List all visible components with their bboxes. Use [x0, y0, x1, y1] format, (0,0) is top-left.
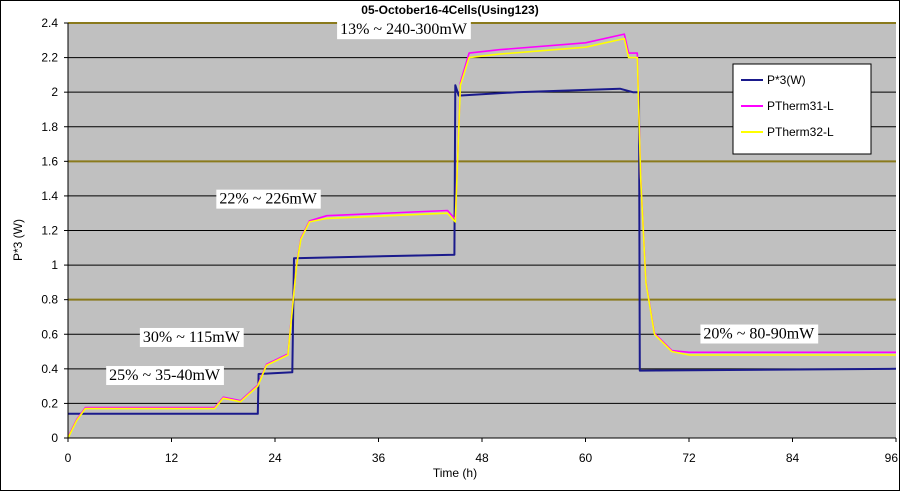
y-tick-label: 1 [51, 258, 58, 272]
tick-labels: 0 0.2 0.4 0.6 0.8 1 1.2 1.4 1.6 1.8 2 2.2 2.4 0 12 24 36… [41, 16, 898, 465]
x-tick-label: 36 [372, 451, 386, 465]
y-tick-label: 0.6 [41, 327, 58, 341]
x-tick-label: 12 [165, 451, 179, 465]
y-tick-label: 1.8 [41, 120, 58, 134]
series-line-3 [67, 37, 896, 439]
annotation-box [106, 366, 224, 386]
y-tick-label: 1.6 [41, 154, 58, 168]
annotation-text: 20% ~ 80-90mW [703, 326, 815, 343]
y-tick-label: 1.2 [41, 224, 58, 238]
y-tick-label: 2.4 [41, 16, 58, 30]
annotation-box [139, 327, 244, 347]
annotation-box [216, 189, 321, 209]
x-tick-label: 0 [65, 451, 72, 465]
annotation: 13% ~ 240-300mW [337, 20, 471, 40]
annotation-text: 25% ~ 35-40mW [109, 367, 221, 384]
y-axis-label: P*3 (W) [11, 219, 25, 261]
x-tick-label: 24 [268, 451, 282, 465]
annotation-text: 30% ~ 115mW [143, 329, 241, 346]
annotation-box [700, 324, 819, 344]
annotation: 22% ~ 226mW [216, 189, 321, 209]
x-tick-label: 60 [579, 451, 593, 465]
legend-label: PTherm32-L [767, 125, 834, 139]
x-tick-label: 48 [475, 451, 489, 465]
x-tick-label: 72 [682, 451, 696, 465]
legend-label: P*3(W) [767, 73, 806, 87]
y-tick-label: 2 [51, 85, 58, 99]
annotation-text: 22% ~ 226mW [219, 191, 317, 208]
series-group [67, 33, 897, 439]
x-tick-label: 84 [786, 451, 800, 465]
annotation-box [337, 20, 471, 40]
x-axis-label: Time (h) [433, 466, 477, 480]
y-tick-label: 0.8 [41, 293, 58, 307]
y-tick-label: 1.4 [41, 189, 58, 203]
chart-title: 05-October16-4Cells(Using123) [361, 3, 539, 17]
annotation-text: 13% ~ 240-300mW [340, 21, 468, 38]
y-tick-label: 0.4 [41, 362, 58, 376]
annotations: 13% ~ 240-300mW 22% ~ 226mW 30% ~ 115mW 25%… [106, 20, 819, 386]
annotation: 25% ~ 35-40mW [106, 366, 224, 386]
y-tick-label: 0.2 [41, 396, 58, 410]
annotation: 20% ~ 80-90mW [700, 324, 819, 344]
y-tick-label: 0 [51, 431, 58, 445]
y-tick-label: 2.2 [41, 51, 58, 65]
legend: P*3(W) PTherm31-L PTherm32-L [732, 63, 872, 155]
x-tick-label: 96 [885, 451, 899, 465]
annotation: 30% ~ 115mW [139, 327, 244, 347]
legend-label: PTherm31-L [767, 99, 834, 113]
